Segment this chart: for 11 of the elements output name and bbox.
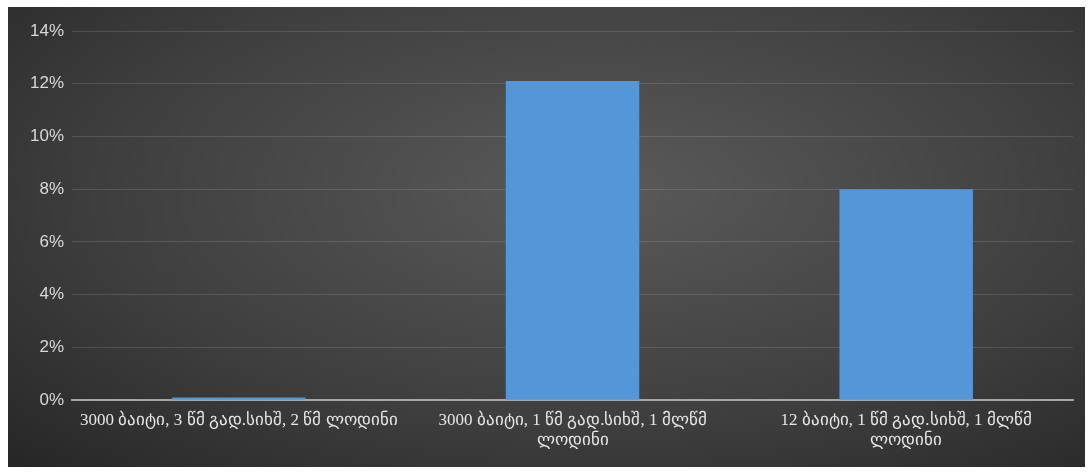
x-tick-label: 3000 ბაიტი, 3 წმ გად.სიხშ, 2 წმ ლოდინი <box>80 409 398 430</box>
y-tick-label: 10% <box>29 126 65 146</box>
y-tick-label: 14% <box>29 20 65 40</box>
y-tick-label: 6% <box>39 231 65 251</box>
y-tick-label: 12% <box>29 73 65 93</box>
y-tick-label: 2% <box>39 337 65 357</box>
y-tick-label: 8% <box>39 178 65 198</box>
y-tick-label: 0% <box>39 389 65 409</box>
x-tick-label: 3000 ბაიტი, 1 წმ გად.სიხშ, 1 მლწმ ლოდინი <box>438 409 707 450</box>
y-tick-label: 4% <box>39 284 65 304</box>
x-tick-label: 12 ბაიტი, 1 წმ გად.სიხშ, 1 მლწმ ლოდინი <box>780 409 1032 450</box>
